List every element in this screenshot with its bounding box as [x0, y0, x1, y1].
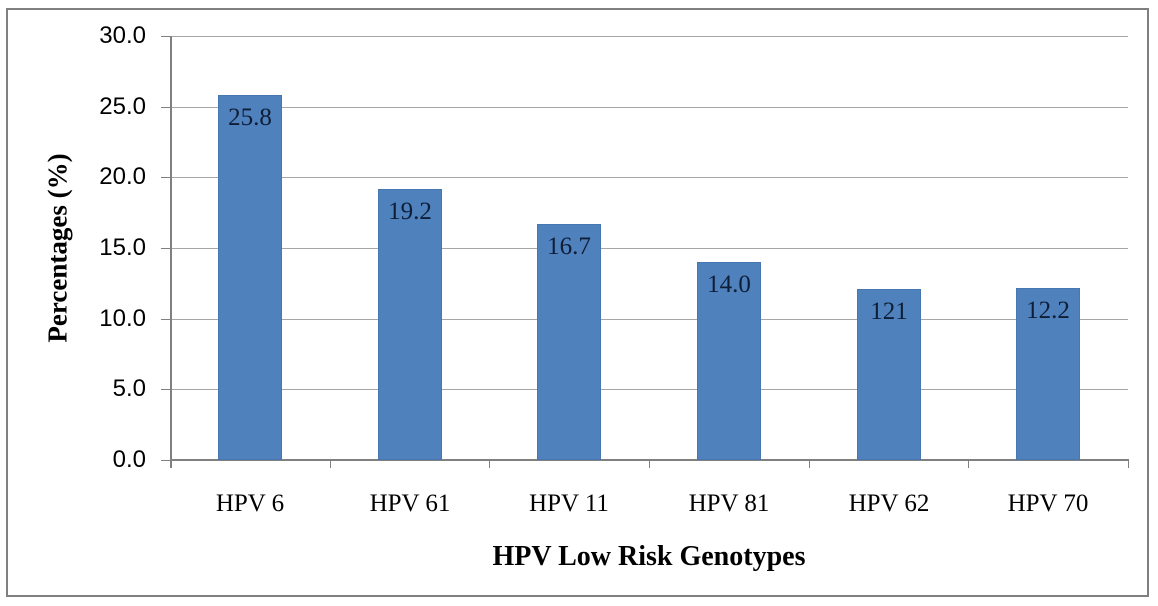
y-axis-tick: [161, 389, 170, 390]
x-axis-tick: [809, 460, 810, 468]
bar-value-label: 121: [870, 298, 908, 325]
bar-value-label: 14.0: [707, 271, 751, 298]
y-tick-label: 10.0: [99, 305, 146, 332]
gridline: [170, 36, 1128, 37]
bar-value-label: 12.2: [1026, 297, 1070, 324]
y-axis-tick: [161, 177, 170, 178]
x-axis-tick: [968, 460, 969, 468]
y-axis-tick: [161, 107, 170, 108]
gridline: [170, 319, 1128, 320]
x-category-label: HPV 61: [369, 490, 451, 517]
y-tick-label: 20.0: [99, 163, 146, 190]
bar-hpv-81: [697, 262, 761, 460]
bar-hpv-70: [1016, 288, 1080, 460]
bar-hpv-6: [218, 95, 282, 460]
x-axis-tick: [489, 460, 490, 468]
x-axis-tick: [649, 460, 650, 468]
x-category-label: HPV 6: [215, 490, 285, 517]
y-tick-label: 0.0: [112, 446, 146, 473]
x-axis-tick: [330, 460, 331, 468]
bar-value-label: 25.8: [228, 104, 272, 131]
bar-hpv-62: [857, 289, 921, 460]
x-category-label: HPV 11: [529, 490, 609, 517]
x-category-label: HPV 62: [848, 490, 930, 517]
y-tick-label: 5.0: [112, 375, 146, 402]
y-tick-label: 30.0: [99, 22, 146, 49]
gridline: [170, 107, 1128, 108]
x-axis-tick: [1128, 460, 1129, 468]
bar-value-label: 16.7: [547, 233, 591, 260]
bar-hpv-61: [378, 189, 442, 460]
y-axis-line: [170, 36, 172, 468]
x-category-label: HPV 70: [1007, 490, 1089, 517]
bar-hpv-11: [537, 224, 601, 460]
y-axis-tick: [161, 36, 170, 37]
y-axis-tick: [161, 319, 170, 320]
x-axis-tick: [170, 460, 171, 468]
y-axis-tick: [161, 460, 170, 461]
bar-value-label: 19.2: [388, 198, 432, 225]
gridline: [170, 177, 1128, 178]
y-axis-tick: [161, 248, 170, 249]
y-axis-title: Percentages (%): [42, 153, 73, 343]
y-tick-label: 25.0: [99, 93, 146, 120]
y-tick-label: 15.0: [99, 234, 146, 261]
gridline: [170, 389, 1128, 390]
x-category-label: HPV 81: [688, 490, 770, 517]
gridline: [170, 248, 1128, 249]
x-axis-title: HPV Low Risk Genotypes: [492, 541, 806, 572]
